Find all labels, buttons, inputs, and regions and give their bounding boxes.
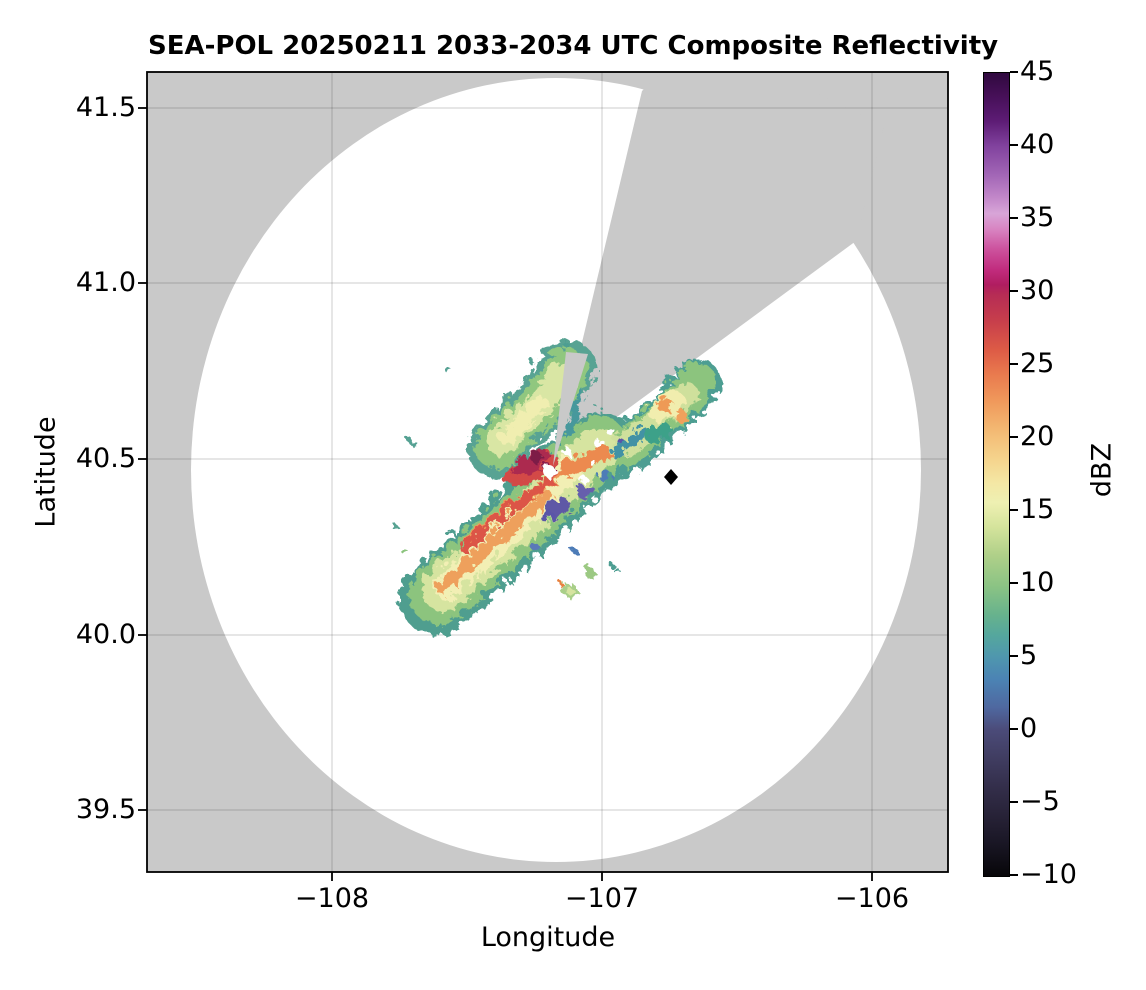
colorbar-tick-mark-−10 <box>1010 874 1018 876</box>
colorbar-tick-label-45: 45 <box>1020 56 1055 87</box>
colorbar-tick-mark-40 <box>1010 144 1018 146</box>
colorbar-tick-label-−5: −5 <box>1020 786 1060 817</box>
colorbar-tick-mark-10 <box>1010 582 1018 584</box>
x-axis-label: Longitude <box>480 922 616 953</box>
y-tick-label-39.5: 39.5 <box>75 794 136 825</box>
x-tick-label-−108: −108 <box>294 883 370 914</box>
colorbar-tick-label-20: 20 <box>1020 421 1055 452</box>
y-axis-label: Latitude <box>30 416 62 528</box>
colorbar-tick-label-10: 10 <box>1020 567 1055 598</box>
blocked-sector-near-radar <box>553 352 588 466</box>
colorbar-tick-label-0: 0 <box>1020 713 1038 744</box>
colorbar-tick-label-35: 35 <box>1020 202 1055 233</box>
plot-title: SEA-POL 20250211 2033-2034 UTC Composite… <box>148 31 999 61</box>
blocked-sector <box>553 72 884 464</box>
colorbar-tick-label-30: 30 <box>1020 275 1055 306</box>
colorbar-gradient <box>983 72 1010 877</box>
axes-frame <box>146 71 949 873</box>
colorbar-tick-label-−10: −10 <box>1020 859 1077 890</box>
colorbar-tick-label-40: 40 <box>1020 129 1055 160</box>
site-marker-diamond <box>664 469 678 485</box>
radar-site-gap <box>543 465 555 477</box>
colorbar-tick-mark-15 <box>1010 509 1018 511</box>
colorbar-tick-mark-20 <box>1010 436 1018 438</box>
colorbar-tick-mark-35 <box>1010 217 1018 219</box>
y-tick-label-40.5: 40.5 <box>75 443 136 474</box>
colorbar-tick-mark-−5 <box>1010 801 1018 803</box>
colorbar-unit-label: dBZ <box>1086 442 1118 498</box>
colorbar-tick-mark-5 <box>1010 655 1018 657</box>
tick-marks <box>138 107 873 881</box>
y-tick-label-41.0: 41.0 <box>75 267 136 298</box>
y-tick-label-40.0: 40.0 <box>75 619 136 650</box>
gridlines <box>147 72 948 872</box>
colorbar-tick-mark-25 <box>1010 363 1018 365</box>
colorbar-tick-label-25: 25 <box>1020 348 1055 379</box>
colorbar-tick-mark-45 <box>1010 71 1018 73</box>
y-tick-label-41.5: 41.5 <box>75 92 136 123</box>
colorbar-tick-mark-30 <box>1010 290 1018 292</box>
colorbar-tick-mark-0 <box>1010 728 1018 730</box>
colorbar-tick-label-5: 5 <box>1020 640 1038 671</box>
x-tick-label-−106: −106 <box>834 883 910 914</box>
reflectivity-echo <box>389 338 719 633</box>
colorbar-tick-label-15: 15 <box>1020 494 1055 525</box>
plot-area <box>147 72 948 872</box>
x-tick-label-−107: −107 <box>564 883 640 914</box>
